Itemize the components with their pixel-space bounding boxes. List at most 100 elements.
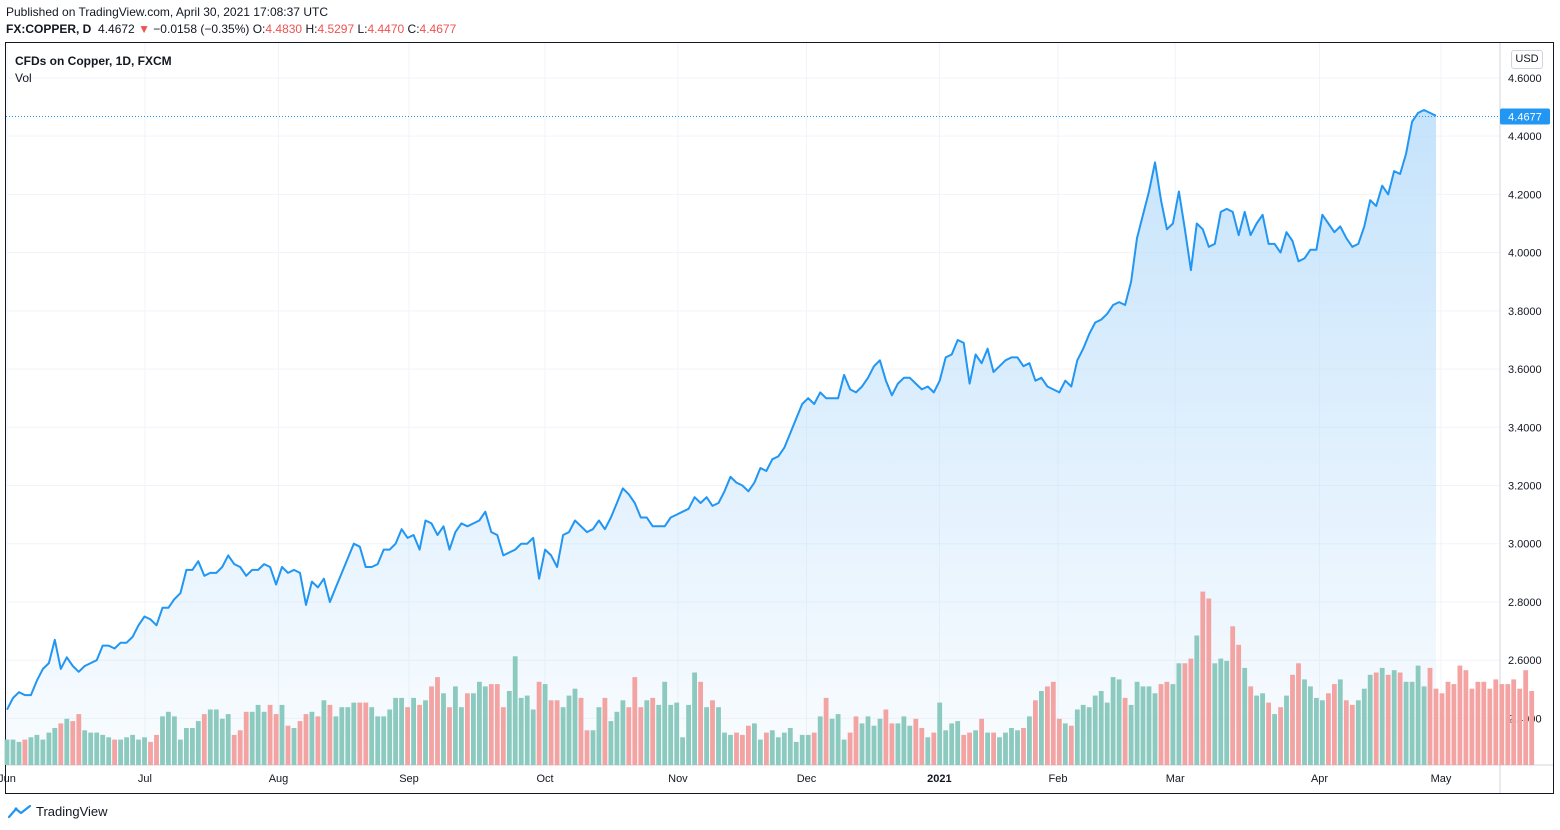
footer-brand[interactable]: TradingView: [8, 804, 108, 819]
volume-bar: [584, 730, 590, 765]
tradingview-logo-icon: [8, 804, 32, 818]
volume-bar: [1045, 686, 1050, 765]
volume-bar: [698, 681, 703, 766]
price-area-fill: [7, 110, 1436, 765]
volume-bar: [1493, 679, 1499, 765]
x-tick-label: Dec: [797, 773, 817, 785]
volume-bar: [1397, 672, 1403, 765]
y-tick-label: 3.0000: [1508, 539, 1542, 551]
volume-bar: [88, 732, 94, 765]
volume-bar: [1343, 700, 1349, 766]
x-tick-label: Apr: [1311, 773, 1328, 785]
volume-bar: [590, 730, 596, 765]
volume-bar: [297, 721, 303, 765]
volume-bar: [518, 697, 524, 765]
volume-bar: [148, 741, 153, 765]
y-tick-label: 2.6000: [1508, 655, 1542, 667]
volume-bar: [465, 693, 470, 765]
volume-bar: [656, 704, 662, 765]
volume-bar: [1445, 681, 1451, 766]
volume-bar: [1332, 684, 1337, 765]
volume-bar: [207, 709, 213, 765]
volume-bar: [46, 732, 52, 765]
volume-bar: [823, 697, 829, 765]
volume-bar: [811, 732, 817, 765]
volume-legend: Vol: [15, 71, 32, 85]
volume-bar: [1326, 693, 1331, 765]
volume-bar: [728, 734, 733, 765]
y-tick-label: 4.2000: [1508, 189, 1542, 201]
published-caption: Published on TradingView.com, April 30, …: [6, 5, 328, 19]
volume-bar: [740, 734, 745, 765]
volume-bar: [172, 716, 177, 765]
volume-bar: [1266, 702, 1271, 765]
volume-bar: [261, 711, 267, 765]
volume-bar: [1134, 681, 1140, 766]
close-value: 4.4677: [419, 22, 457, 36]
volume-bar: [608, 721, 614, 765]
volume-bar: [817, 716, 823, 765]
volume-bar: [1361, 688, 1367, 765]
volume-bar: [1146, 686, 1152, 765]
volume-bar: [1158, 684, 1164, 765]
volume-bar: [1320, 700, 1325, 766]
volume-bar: [1003, 732, 1008, 765]
volume-bar: [997, 737, 1002, 766]
volume-bar: [973, 730, 978, 765]
volume-bar: [662, 681, 668, 766]
volume-bar: [1373, 672, 1379, 765]
volume-bar: [327, 704, 333, 765]
volume-bar: [453, 686, 458, 765]
volume-bar: [285, 725, 291, 765]
volume-bar: [871, 725, 877, 765]
currency-button[interactable]: USD: [1511, 50, 1543, 69]
volume-bar: [1182, 663, 1188, 766]
symbol-label: FX:COPPER, D: [6, 22, 92, 36]
open-label: O:: [252, 22, 266, 36]
volume-bar: [1254, 695, 1259, 765]
volume-bar: [752, 723, 757, 765]
last-price: 4.4672: [98, 22, 135, 36]
volume-bar: [417, 704, 422, 765]
volume-bar: [1164, 681, 1170, 766]
volume-bar: [1092, 695, 1098, 765]
volume-bar: [1367, 674, 1373, 765]
volume-bar: [889, 723, 895, 765]
volume-bar: [345, 707, 351, 765]
volume-bar: [560, 707, 566, 765]
volume-bar: [213, 709, 219, 765]
volume-bar: [943, 730, 949, 765]
volume-bar: [1015, 730, 1020, 765]
volume-bar: [1427, 667, 1433, 765]
volume-bar: [58, 723, 64, 765]
volume-bar: [494, 684, 500, 765]
volume-bar: [351, 702, 357, 765]
volume-bar: [1224, 660, 1230, 765]
chart-legend-title: CFDs on Copper, 1D, FXCM: [15, 54, 172, 68]
volume-bar: [668, 704, 674, 765]
volume-bar: [1314, 697, 1319, 765]
volume-bar: [734, 732, 739, 765]
volume-bar: [1206, 598, 1212, 765]
volume-bar: [578, 697, 584, 765]
volume-bar: [1242, 667, 1248, 765]
volume-bar: [142, 737, 147, 766]
volume-bar: [1104, 702, 1110, 765]
volume-bar: [471, 693, 476, 765]
volume-bar: [865, 716, 871, 765]
volume-bar: [1403, 681, 1409, 766]
volume-bar: [76, 714, 82, 765]
volume-bar: [1284, 695, 1289, 765]
volume-bar: [596, 707, 602, 765]
volume-bar: [931, 732, 937, 765]
volume-bar: [1409, 681, 1415, 766]
volume-bar: [536, 681, 542, 766]
volume-bar: [632, 677, 638, 765]
volume-bar: [1056, 718, 1062, 766]
high-value: 4.5297: [317, 22, 355, 36]
volume-bar: [315, 716, 321, 765]
volume-bar: [1152, 693, 1158, 765]
volume-bar: [237, 730, 243, 765]
volume-bar: [130, 734, 135, 765]
